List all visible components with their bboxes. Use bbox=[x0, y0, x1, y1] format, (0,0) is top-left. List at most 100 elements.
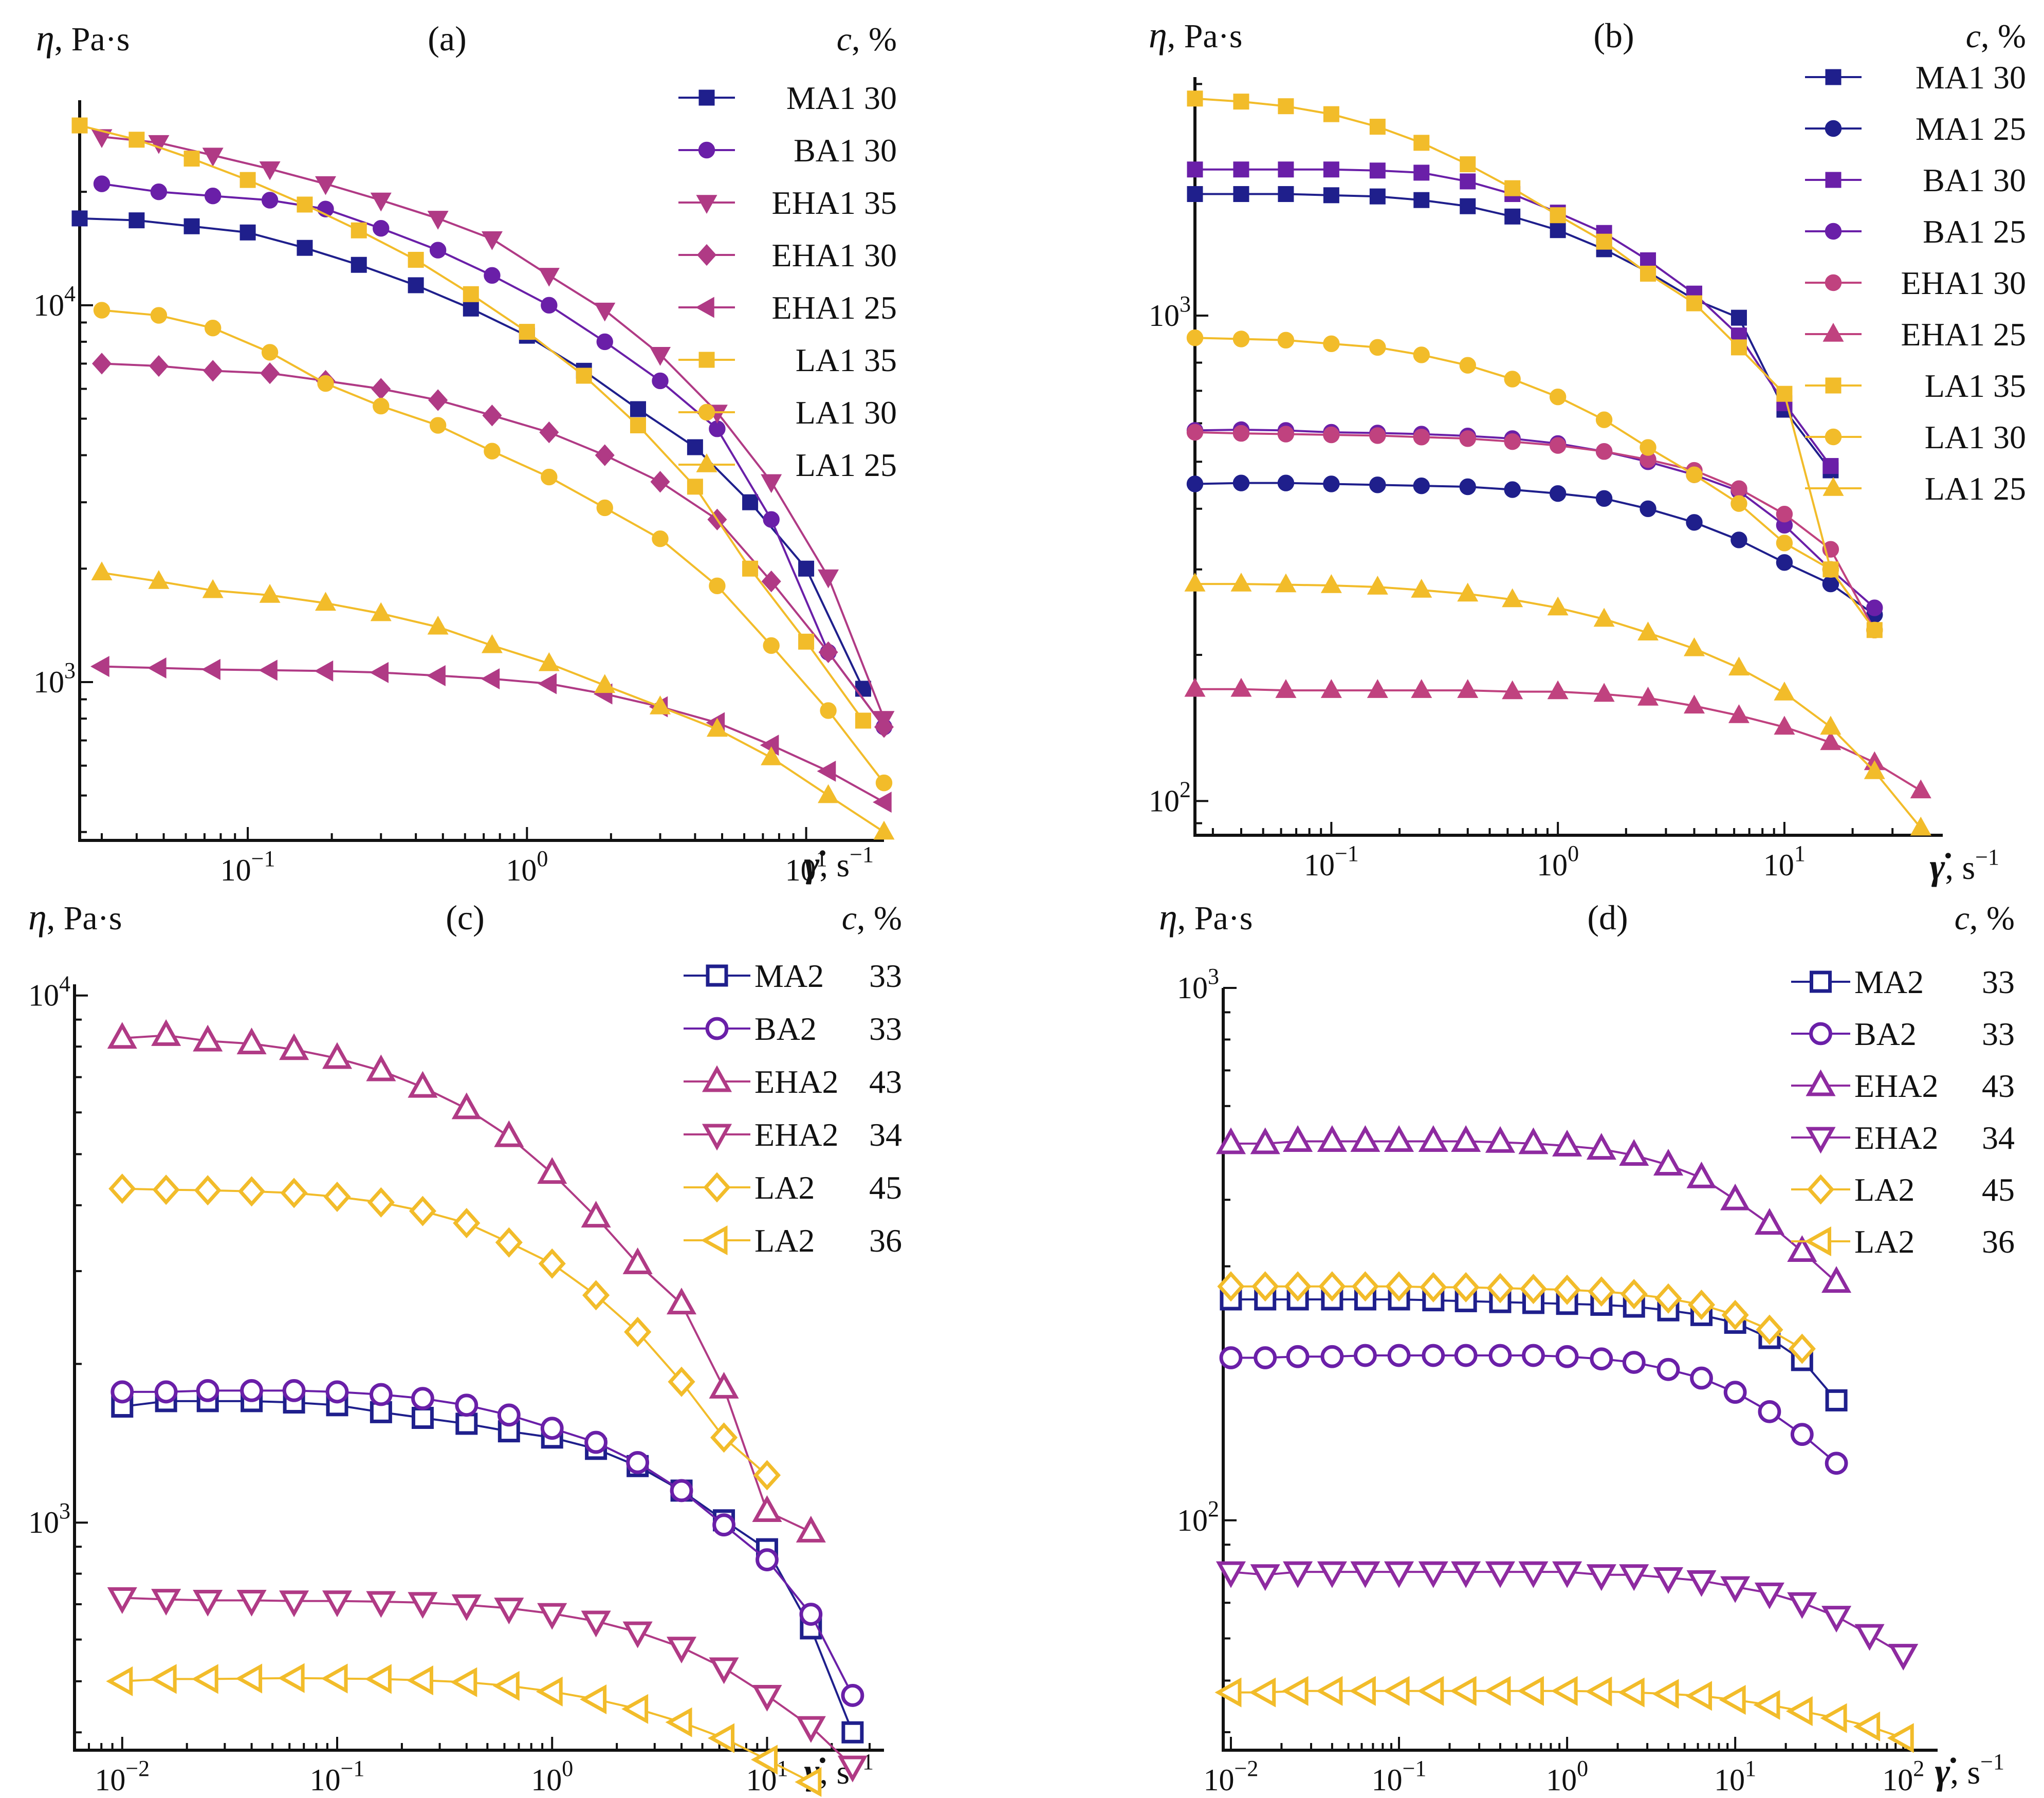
data-point bbox=[798, 633, 815, 650]
data-point bbox=[1320, 679, 1342, 698]
legend-concentration: 43 bbox=[869, 1063, 902, 1100]
data-point bbox=[1367, 679, 1388, 698]
data-point bbox=[1216, 1561, 1246, 1588]
series-line bbox=[79, 124, 864, 722]
data-point bbox=[1485, 1126, 1515, 1153]
data-point bbox=[1451, 1561, 1481, 1588]
data-point bbox=[203, 360, 223, 382]
y-tick-exponent: 2 bbox=[1180, 777, 1191, 802]
data-point bbox=[1323, 335, 1340, 352]
data-point bbox=[1728, 656, 1750, 676]
data-point bbox=[753, 1460, 781, 1491]
data-point bbox=[1822, 561, 1839, 578]
data-point bbox=[366, 1591, 396, 1618]
data-point bbox=[752, 1684, 782, 1712]
x-tick-base: 10 bbox=[95, 1763, 125, 1797]
data-point bbox=[1504, 371, 1521, 388]
data-point bbox=[1250, 1127, 1280, 1154]
x-tick-label: 100 bbox=[1546, 1756, 1588, 1797]
data-point bbox=[761, 474, 782, 493]
data-point bbox=[752, 1495, 782, 1522]
data-point bbox=[1686, 295, 1703, 311]
series-line bbox=[1195, 583, 1922, 829]
legend-title: c, % bbox=[837, 21, 897, 58]
legend-concentration: 33 bbox=[869, 958, 902, 994]
data-point bbox=[1233, 94, 1249, 110]
legend-marker bbox=[1825, 120, 1842, 137]
data-point bbox=[750, 1745, 778, 1775]
data-point bbox=[709, 1657, 739, 1684]
legend-entry: LA2 36 bbox=[1791, 1223, 2015, 1260]
data-point bbox=[742, 494, 759, 510]
data-point bbox=[366, 1054, 396, 1081]
data-point bbox=[1653, 1567, 1684, 1594]
series-la1-30 bbox=[93, 302, 893, 792]
legend-label: LA2 bbox=[1854, 1223, 1914, 1260]
x-tick-label: 101 bbox=[785, 846, 827, 887]
data-point bbox=[817, 760, 836, 782]
data-point bbox=[411, 1406, 434, 1429]
legend-title-unit: , % bbox=[857, 900, 902, 937]
data-point bbox=[1451, 1125, 1481, 1152]
series-line bbox=[1194, 482, 1875, 616]
data-point bbox=[761, 570, 781, 593]
data-point bbox=[297, 196, 313, 213]
data-point bbox=[453, 1207, 481, 1239]
legend-entry: MA2 33 bbox=[1791, 964, 2015, 1000]
x-tick-base: 10 bbox=[1537, 848, 1568, 882]
legend-marker bbox=[1809, 1022, 1832, 1045]
data-point bbox=[196, 1379, 219, 1402]
data-point bbox=[1640, 252, 1656, 268]
data-point bbox=[742, 560, 759, 577]
data-point bbox=[93, 175, 111, 192]
legend-entry: LA1 35 bbox=[1805, 368, 2026, 404]
legend-entry: BA1 30 bbox=[678, 132, 897, 169]
x-tick-exponent: 0 bbox=[562, 1756, 573, 1781]
data-point bbox=[1369, 476, 1386, 493]
y-axis-symbol: η bbox=[1159, 896, 1177, 938]
legend-title-unit: , % bbox=[1981, 17, 2026, 55]
series-eha2-43 bbox=[1216, 1125, 1852, 1293]
data-point bbox=[761, 746, 782, 765]
data-point bbox=[1758, 1400, 1781, 1423]
y-axis-unit: , Pa·s bbox=[1167, 17, 1243, 55]
data-point bbox=[668, 1366, 695, 1397]
legend-label: MA1 25 bbox=[1916, 111, 2026, 147]
legend-entry: EHA1 30 bbox=[1805, 265, 2026, 301]
data-point bbox=[1233, 186, 1249, 203]
data-point bbox=[1219, 1346, 1243, 1369]
data-point bbox=[1254, 1346, 1277, 1369]
data-point bbox=[1721, 1299, 1749, 1330]
data-point bbox=[1369, 119, 1386, 135]
x-axis-title: γ̇, s−1 bbox=[804, 842, 874, 885]
y-tick-label: 103 bbox=[28, 1498, 70, 1539]
data-point bbox=[818, 641, 838, 664]
legend-marker bbox=[1825, 172, 1842, 188]
series-line bbox=[101, 572, 885, 833]
legend-marker bbox=[706, 964, 728, 987]
data-point bbox=[873, 820, 895, 840]
data-point bbox=[1686, 466, 1703, 483]
x-tick-label: 10−2 bbox=[95, 1756, 150, 1797]
series-eha1-25 bbox=[1184, 677, 1931, 799]
x-tick-exponent: −1 bbox=[341, 1756, 365, 1781]
x-tick-label: 10−1 bbox=[220, 846, 275, 887]
data-point bbox=[1518, 1561, 1549, 1588]
data-point bbox=[1277, 474, 1295, 491]
data-point bbox=[1617, 1677, 1645, 1708]
data-point bbox=[1593, 608, 1615, 627]
x-tick-exponent: 0 bbox=[1568, 841, 1579, 866]
data-point bbox=[1317, 1561, 1347, 1588]
axes-frame bbox=[78, 100, 884, 842]
legend-concentration: 45 bbox=[1982, 1171, 2015, 1208]
data-point bbox=[1790, 1423, 1814, 1446]
data-point bbox=[1413, 477, 1430, 494]
data-point bbox=[1595, 490, 1613, 507]
data-point bbox=[1754, 1208, 1784, 1235]
data-point bbox=[1275, 679, 1297, 698]
data-point bbox=[540, 1417, 564, 1440]
x-axis-exponent: −1 bbox=[850, 842, 874, 867]
data-point bbox=[1384, 1125, 1414, 1152]
panel-label: (d) bbox=[1587, 898, 1628, 937]
